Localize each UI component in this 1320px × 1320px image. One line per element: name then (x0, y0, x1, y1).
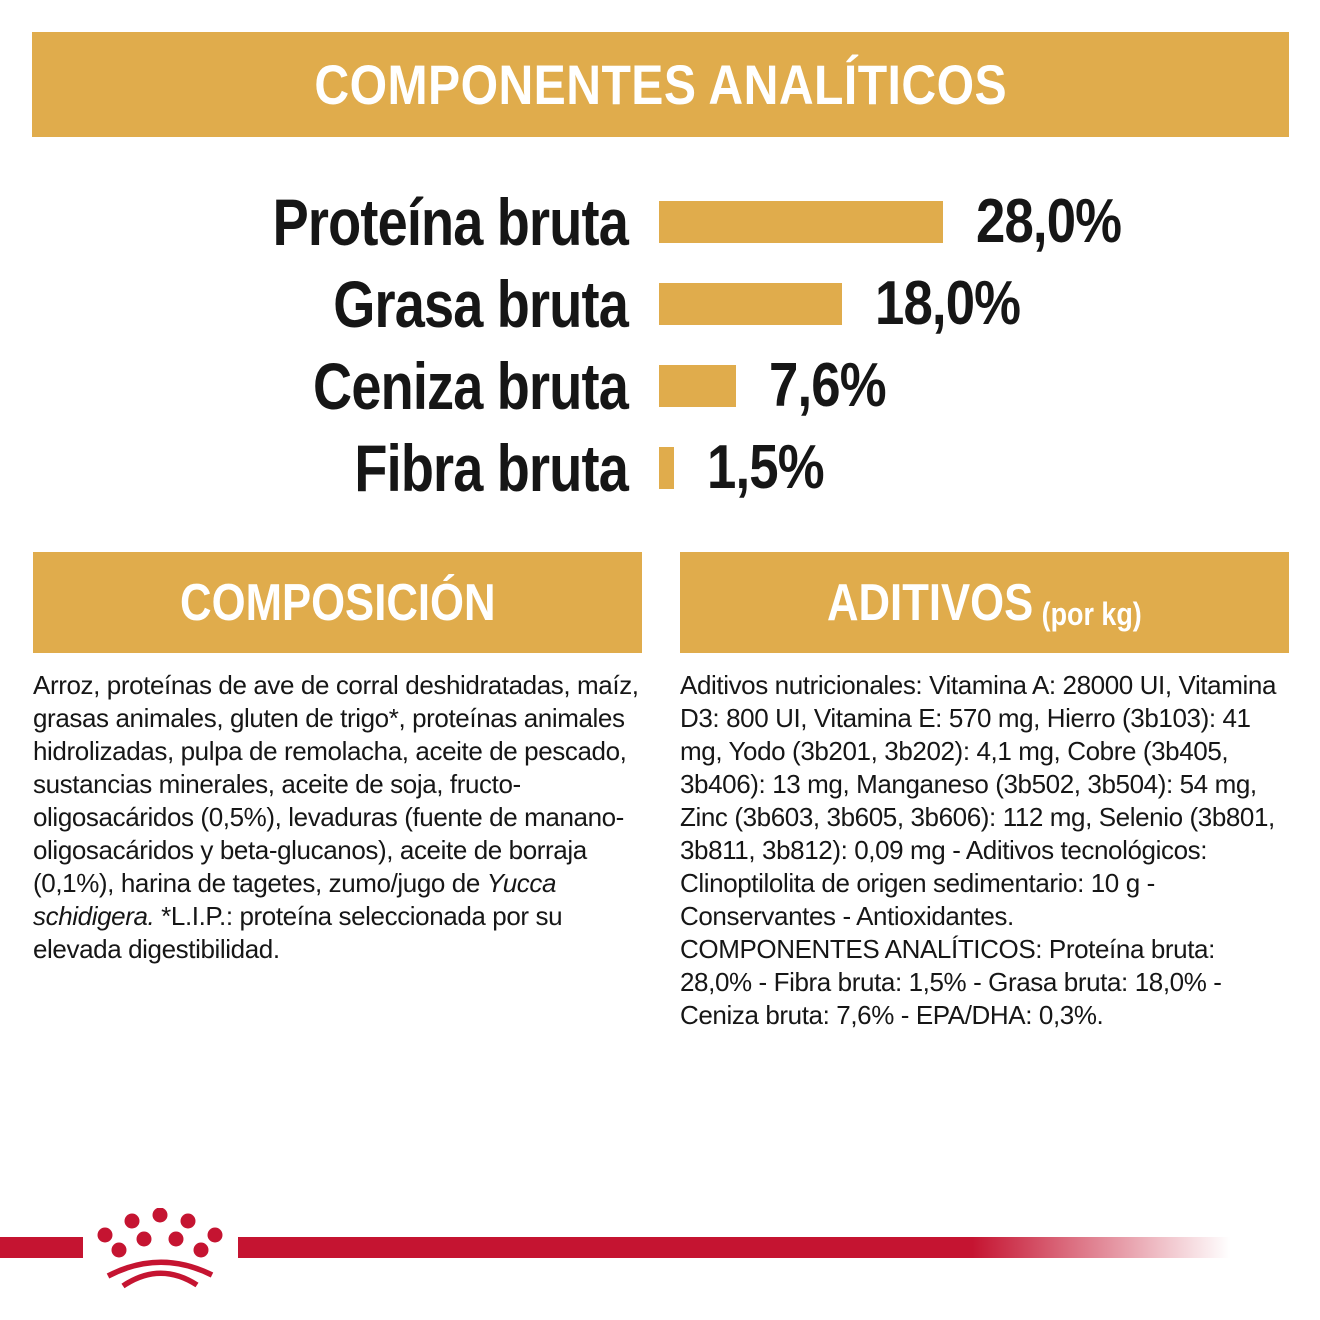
additives-paragraph-analytical: COMPONENTES ANALÍTICOS: Proteína bruta: … (680, 934, 1222, 1030)
additives-banner: ADITIVOS (por kg) (680, 552, 1289, 653)
chart-row-value: 28,0% (976, 187, 1122, 256)
additives-title: ADITIVOS (827, 573, 1034, 632)
chart-bar (659, 283, 842, 325)
analytic-components-banner: COMPONENTES ANALÍTICOS (32, 32, 1289, 137)
composition-text: Arroz, proteínas de ave de corral deshid… (33, 669, 642, 966)
chart-row-value: 7,6% (769, 351, 887, 420)
additives-section: ADITIVOS (por kg) Aditivos nutricionales… (680, 552, 1289, 1032)
composition-text-main: Arroz, proteínas de ave de corral deshid… (33, 670, 639, 898)
composition-banner-inner: COMPOSICIÓN (180, 573, 495, 633)
composition-title: COMPOSICIÓN (179, 573, 496, 632)
chart-row: Grasa bruta 18,0% (33, 271, 1147, 337)
chart-row-label: Ceniza bruta (313, 349, 629, 423)
chart-row-value: 1,5% (707, 433, 825, 502)
composition-section: COMPOSICIÓN Arroz, proteínas de ave de c… (33, 552, 642, 1032)
chart-bar (659, 201, 944, 243)
lower-sections: COMPOSICIÓN Arroz, proteínas de ave de c… (33, 552, 1289, 1032)
additives-paragraph-nutritional: Aditivos nutricionales: Vitamina A: 2800… (680, 670, 1277, 931)
chart-row-label: Fibra bruta (354, 431, 628, 505)
additives-unit: (por kg) (1041, 595, 1142, 632)
composition-text-italic: Yucca schidigera. (33, 868, 557, 931)
chart-bar (659, 365, 737, 407)
chart-row: Ceniza bruta 7,6% (33, 353, 1147, 419)
chart-row-label: Proteína bruta (272, 185, 629, 259)
chart-row: Fibra bruta 1,5% (33, 435, 1147, 501)
composition-banner: COMPOSICIÓN (33, 552, 642, 653)
royal-canin-crown-icon (97, 1208, 223, 1289)
additives-text: Aditivos nutricionales: Vitamina A: 2800… (680, 669, 1289, 1032)
brand-stripe-right (238, 1237, 1230, 1258)
analytic-components-title: COMPONENTES ANALÍTICOS (314, 53, 1007, 116)
chart-row: Proteína bruta 28,0% (33, 189, 1147, 255)
additives-banner-inner: ADITIVOS (por kg) (827, 573, 1142, 633)
analytics-chart: Proteína bruta 28,0% Grasa bruta 18,0% Ceniz… (33, 189, 1147, 529)
composition-text-footnote: *L.I.P.: proteína seleccionada por su el… (33, 901, 563, 964)
chart-row-label: Grasa bruta (333, 267, 629, 341)
chart-bar (659, 447, 675, 489)
chart-row-value: 18,0% (874, 269, 1021, 338)
brand-stripe-left (0, 1237, 83, 1258)
